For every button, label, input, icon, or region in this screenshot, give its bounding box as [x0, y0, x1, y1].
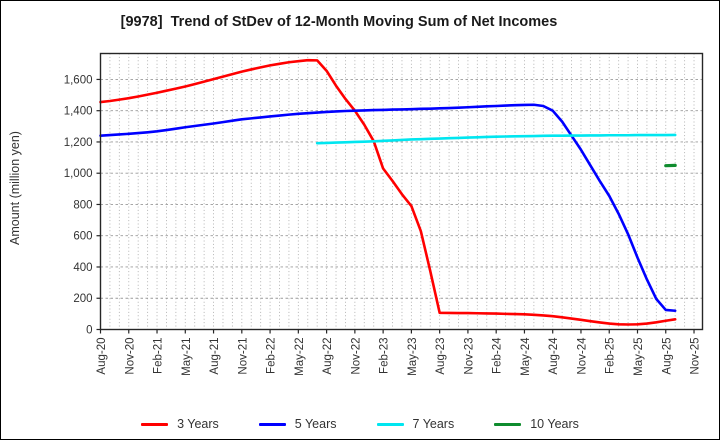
- x-tick-label: Feb-21: [153, 338, 165, 374]
- x-tick-label: Aug-25: [661, 338, 673, 375]
- x-tick-label: Nov-24: [576, 337, 588, 375]
- x-tick-label: Nov-21: [237, 338, 249, 375]
- x-tick-label: Aug-21: [209, 338, 221, 375]
- legend-swatch-7-years: [376, 422, 404, 426]
- legend-label-5-years: 5 Years: [294, 417, 337, 431]
- series-line-3-years: [99, 58, 677, 326]
- y-tick-label: 800: [73, 199, 92, 211]
- series-line-7-years: [315, 133, 677, 145]
- x-tick-label: May-22: [294, 338, 306, 376]
- x-tick-label: Aug-24: [548, 337, 560, 375]
- x-tick-label: Nov-22: [350, 338, 362, 375]
- y-tick-label: 400: [73, 262, 92, 274]
- y-tick-label: 0: [86, 325, 92, 337]
- y-tick-label: 1,600: [64, 74, 93, 86]
- legend-item-10-years: 10 Years: [494, 417, 579, 431]
- x-tick-label: Feb-25: [605, 338, 617, 374]
- x-tick-label: Aug-23: [435, 338, 447, 375]
- plot-border: [99, 52, 704, 331]
- x-tick-label: Feb-22: [266, 338, 278, 374]
- legend: 3 Years 5 Years 7 Years 10 Years: [1, 417, 719, 431]
- y-tick-label: 1,000: [64, 168, 93, 180]
- series-line-5-years: [99, 103, 677, 313]
- y-tick-label: 200: [73, 293, 92, 305]
- legend-swatch-3-years: [141, 422, 169, 426]
- x-tick-label: Aug-20: [96, 338, 108, 375]
- legend-item-7-years: 7 Years: [376, 417, 455, 431]
- y-tick-label: 600: [73, 231, 92, 243]
- legend-label-10-years: 10 Years: [530, 417, 579, 431]
- legend-item-5-years: 5 Years: [258, 417, 337, 431]
- x-tick-label: Aug-22: [322, 338, 334, 375]
- x-tick-label: Nov-23: [463, 338, 475, 375]
- x-tick-label: May-25: [633, 338, 645, 376]
- y-tick-label: 1,200: [64, 137, 93, 149]
- legend-swatch-10-years: [494, 422, 522, 426]
- x-tick-label: May-23: [407, 338, 419, 376]
- x-tick-label: Feb-24: [492, 337, 504, 374]
- y-tick-label: 1,400: [64, 106, 93, 118]
- x-tick-label: Nov-25: [690, 338, 702, 375]
- x-tick-label: Nov-20: [124, 338, 136, 375]
- legend-item-3-years: 3 Years: [141, 417, 219, 431]
- x-tick-label: Feb-23: [379, 338, 391, 374]
- x-tick-label: May-21: [181, 338, 193, 376]
- legend-label-7-years: 7 Years: [412, 417, 455, 431]
- legend-swatch-5-years: [258, 422, 286, 426]
- chart-title: [9978] Trend of StDev of 12-Month Moving…: [120, 14, 558, 30]
- legend-label-3-years: 3 Years: [177, 417, 219, 431]
- x-tick-label: May-24: [520, 337, 532, 376]
